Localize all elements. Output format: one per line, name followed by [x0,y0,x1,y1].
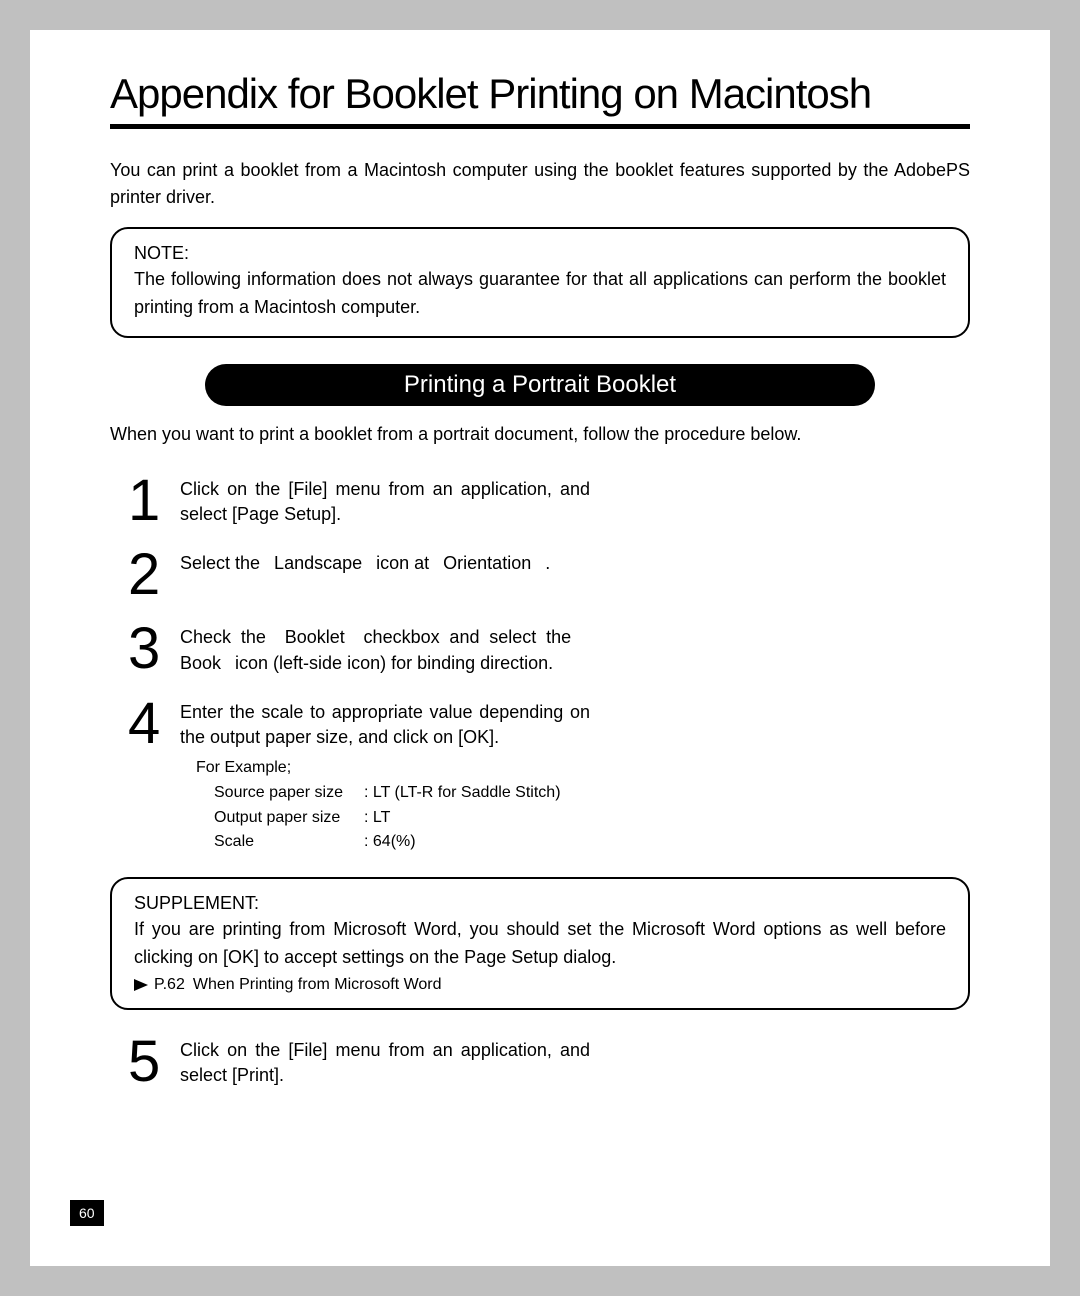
example-key: Source paper size [214,781,364,806]
example-heading: For Example; [196,756,590,781]
step-item: 5 Click on the [File] menu from an appli… [128,1036,970,1088]
step-number: 2 [128,549,180,601]
step-item: 4 Enter the scale to appropriate value d… [128,698,970,856]
step-text: Enter the scale to appropriate value dep… [180,698,590,856]
example-row: Source paper size : LT (LT-R for Saddle … [196,781,590,806]
intro-paragraph: You can print a booklet from a Macintosh… [110,157,970,211]
example-row: Output paper size : LT [196,806,590,831]
step-item: 3 Check the Booklet checkbox and select … [128,623,970,675]
steps-list: 1 Click on the [File] menu from an appli… [128,475,970,856]
step-text: Check the Booklet checkbox and select th… [180,623,590,675]
subintro: When you want to print a booklet from a … [110,424,970,445]
example-row: Scale : 64(%) [196,830,590,855]
supplement-ref: P.62 When Printing from Microsoft Word [134,976,946,994]
step-text-main: Enter the scale to appropriate value dep… [180,702,590,747]
example-value: : LT (LT-R for Saddle Stitch) [364,781,561,806]
example-block: For Example; Source paper size : LT (LT-… [196,756,590,855]
page-title: Appendix for Booklet Printing on Macinto… [110,70,970,118]
step-text: Click on the [File] menu from an applica… [180,475,590,527]
example-key: Scale [214,830,364,855]
step-number: 3 [128,623,180,675]
title-rule [110,124,970,129]
supplement-label: SUPPLEMENT: [134,893,946,914]
document-page: Appendix for Booklet Printing on Macinto… [30,30,1050,1266]
example-value: : LT [364,806,390,831]
arrow-icon [134,979,148,991]
step-text: Select the Landscape icon at Orientation… [180,549,550,601]
supplement-ref-text: P.62 When Printing from Microsoft Word [154,976,442,994]
steps-list-continued: 5 Click on the [File] menu from an appli… [128,1036,970,1088]
step-number: 4 [128,698,180,856]
page-number: 60 [70,1200,104,1226]
supplement-box: SUPPLEMENT: If you are printing from Mic… [110,877,970,1010]
example-value: : 64(%) [364,830,416,855]
note-text: The following information does not alway… [134,266,946,322]
section-heading: Printing a Portrait Booklet [205,364,876,406]
note-label: NOTE: [134,243,946,264]
step-number: 5 [128,1036,180,1088]
example-key: Output paper size [214,806,364,831]
step-number: 1 [128,475,180,527]
step-item: 2 Select the Landscape icon at Orientati… [128,549,970,601]
step-text: Click on the [File] menu from an applica… [180,1036,590,1088]
step-item: 1 Click on the [File] menu from an appli… [128,475,970,527]
note-box: NOTE: The following information does not… [110,227,970,338]
supplement-text: If you are printing from Microsoft Word,… [134,916,946,972]
